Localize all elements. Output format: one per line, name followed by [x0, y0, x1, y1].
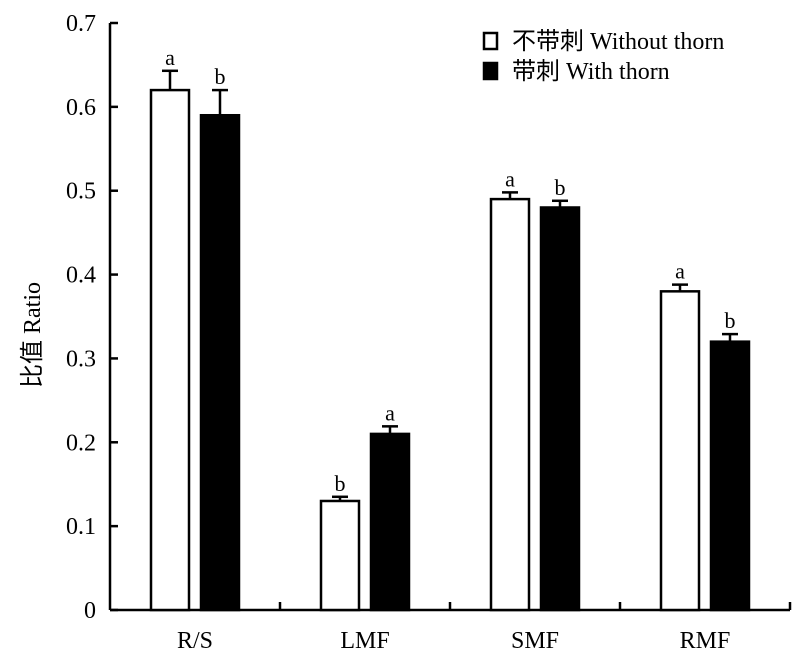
- y-tick-label: 0: [84, 598, 96, 624]
- x-tick-label: LMF: [340, 628, 389, 654]
- legend-swatch: [482, 31, 499, 51]
- bar: [659, 290, 701, 612]
- y-axis-label: 比值 Ratio: [19, 282, 46, 388]
- x-tick-label: R/S: [177, 628, 213, 654]
- legend-swatch: [482, 61, 499, 81]
- bar: [539, 206, 581, 612]
- x-tick-label: SMF: [511, 628, 559, 654]
- bar: [319, 499, 361, 612]
- bars: a b b a a b a b: [149, 45, 751, 612]
- legend: 不带刺 Without thorn 带刺 With thorn: [482, 28, 724, 85]
- y-tick-label: 0.3: [66, 346, 96, 372]
- bar: [199, 113, 241, 612]
- significance-label: a: [165, 45, 175, 70]
- significance-label: a: [675, 259, 685, 284]
- y-tick-label: 0.4: [66, 263, 96, 289]
- y-tick-label: 0.5: [66, 179, 96, 205]
- significance-label: b: [335, 471, 346, 496]
- bar: [369, 432, 411, 612]
- y-tick-label: 0.2: [66, 430, 96, 456]
- significance-label: a: [505, 166, 515, 191]
- legend-label: 带刺 With thorn: [512, 58, 670, 85]
- significance-label: b: [555, 175, 566, 200]
- bar: [149, 88, 191, 612]
- significance-label: b: [725, 308, 736, 333]
- bar: [709, 340, 751, 612]
- legend-label: 不带刺 Without thorn: [512, 28, 724, 55]
- y-tick-label: 0.1: [66, 514, 96, 540]
- bar: [489, 197, 531, 612]
- x-tick-label: RMF: [680, 628, 731, 654]
- y-tick-label: 0.7: [66, 11, 96, 37]
- y-tick-label: 0.6: [66, 95, 96, 121]
- significance-label: a: [385, 400, 395, 425]
- significance-label: b: [215, 64, 226, 89]
